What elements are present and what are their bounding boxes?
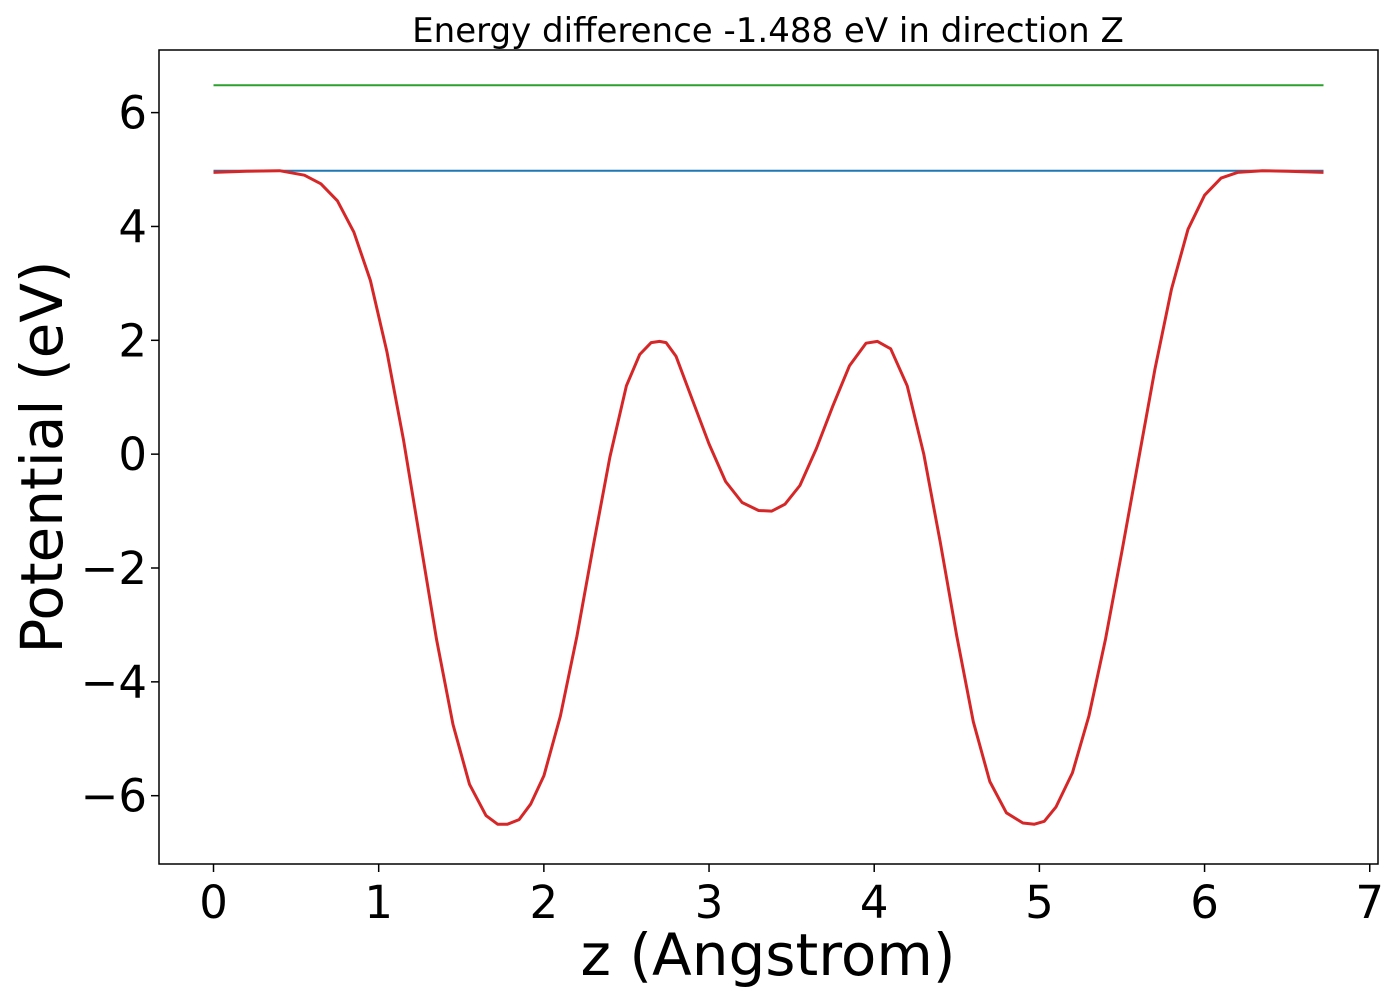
y-tick-label: 0 xyxy=(118,428,147,481)
series-layer xyxy=(213,84,1324,826)
x-tick-label: 4 xyxy=(860,876,889,929)
x-axis-ticks: 0 1 2 3 4 5 6 7 xyxy=(199,864,1384,929)
x-tick-label: 2 xyxy=(530,876,559,929)
x-axis-label: z (Angstrom) xyxy=(581,921,956,989)
y-tick-label: −4 xyxy=(81,656,147,709)
y-tick-label: −6 xyxy=(81,770,147,823)
y-tick-label: 6 xyxy=(118,87,147,140)
y-axis-label: Potential (eV) xyxy=(8,260,76,653)
chart-title: Energy difference -1.488 eV in direction… xyxy=(412,11,1124,51)
series-line-3 xyxy=(213,169,1324,826)
x-tick-label: 7 xyxy=(1355,876,1384,929)
x-tick-label: 0 xyxy=(199,876,228,929)
x-tick-label: 3 xyxy=(695,876,724,929)
y-tick-label: 2 xyxy=(118,314,147,367)
y-tick-label: −2 xyxy=(81,542,147,595)
x-tick-label: 6 xyxy=(1190,876,1219,929)
plot-frame xyxy=(158,49,1379,865)
x-tick-label: 1 xyxy=(364,876,393,929)
y-tick-label: 4 xyxy=(118,200,147,253)
y-axis-ticks: −6 −4 −2 0 2 4 6 xyxy=(81,87,159,823)
x-tick-label: 5 xyxy=(1025,876,1054,929)
